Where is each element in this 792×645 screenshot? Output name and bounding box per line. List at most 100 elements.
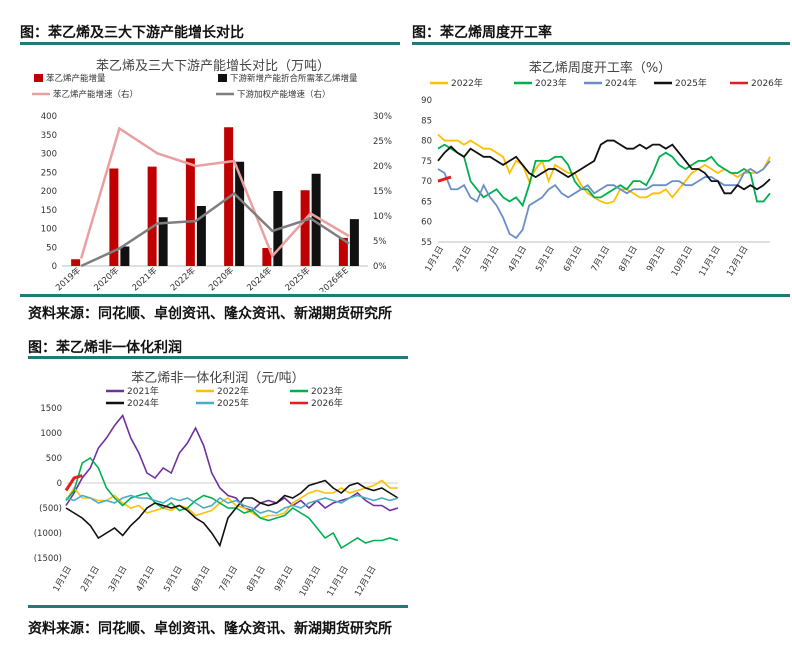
capacity-chart-panel: 苯乙烯及三大下游产能增长对比（万吨） 苯乙烯产能增量 下游新增产能折合所需苯乙烯增量…: [28, 48, 398, 297]
x-tick-label: 4月1日: [135, 565, 158, 594]
x-tick-label: 10月1日: [298, 565, 323, 599]
y2-tick-label: 5%: [373, 237, 387, 247]
series-line: [437, 175, 452, 183]
x-tick-label: 12月1日: [353, 565, 378, 599]
x-tick-label: 10月1日: [670, 245, 695, 279]
x-tick-label: 8月1日: [245, 565, 268, 594]
series-line: [65, 456, 399, 550]
operating-rate-chart: 苯乙烯周度开工率（%） 2022年 2023年 2024年 2025年 2026年 55 60…: [421, 60, 783, 279]
y-tick-label: 60: [421, 218, 432, 228]
bar: [196, 206, 206, 266]
x-tick-label: 8月1日: [617, 245, 640, 274]
legend-label: 2025年: [217, 397, 249, 409]
rule-capacity: [20, 42, 400, 45]
x-tick-label: 2019年: [53, 265, 83, 292]
series-line: [437, 133, 771, 205]
x-tick-label: 11月1日: [698, 245, 723, 279]
series-line: [437, 139, 771, 195]
y-tick-label: 50: [46, 243, 57, 253]
bar: [311, 173, 321, 266]
legend-label: 下游新增产能折合所需苯乙烯增量: [230, 73, 358, 84]
bar: [300, 190, 310, 266]
source-note-2: 资料来源：同花顺、卓创资讯、隆众资讯、新湖期货研究所: [28, 621, 392, 637]
rule-operating-rate: [412, 42, 790, 45]
y-tick-label: 1000: [40, 429, 62, 439]
x-tick-label: 2024年: [245, 265, 275, 292]
series-line: [65, 479, 399, 548]
y-tick-label: 250: [41, 168, 57, 178]
x-tick-label: 1月1日: [424, 245, 447, 274]
x-tick-label: 2026年E: [317, 265, 351, 292]
legend-label: 2026年: [311, 397, 343, 409]
x-tick-label: 11月1日: [326, 565, 351, 599]
y-tick-label: 75: [421, 157, 432, 167]
legend-label: 2024年: [605, 77, 637, 89]
bar: [71, 259, 81, 266]
legend-label: 2023年: [311, 385, 343, 397]
y-tick-label: 0: [57, 479, 62, 489]
legend-swatch: [34, 74, 43, 82]
legend-label: 2025年: [675, 77, 707, 89]
legend-label: 2021年: [127, 385, 159, 397]
y-tick-label: (500): [39, 504, 62, 514]
x-tick-label: 2022年: [168, 265, 198, 292]
x-tick-label: 5月1日: [162, 565, 185, 594]
x-tick-label: 7月1日: [590, 245, 613, 274]
x-tick-label: 6月1日: [562, 245, 585, 274]
x-tick-label: 12月1日: [725, 245, 750, 279]
x-tick-label: 4月1日: [507, 245, 530, 274]
bar: [338, 237, 348, 266]
x-tick-label: 2025年: [283, 265, 313, 292]
y-tick-label: 65: [421, 197, 432, 207]
bar: [235, 161, 245, 266]
series-line: [65, 494, 399, 514]
operating-rate-chart-panel: 苯乙烯周度开工率（%） 2022年 2023年 2024年 2025年 2026年 55 60…: [410, 48, 790, 292]
y-tick-label: 85: [421, 116, 432, 126]
legend-label: 苯乙烯产能增量: [46, 73, 106, 84]
y-tick-label: 200: [41, 187, 57, 197]
chart-title: 苯乙烯周度开工率（%）: [529, 60, 671, 76]
y-tick-label: 300: [41, 150, 57, 160]
profit-chart: 苯乙烯非一体化利润（元/吨）2021年 2022年 2023年 2024年 2025年 2…: [34, 371, 399, 599]
y2-tick-label: 0%: [373, 262, 387, 272]
caption-capacity-chart: 图：苯乙烯及三大下游产能增长对比: [20, 25, 244, 41]
legend-label: 2022年: [451, 77, 483, 89]
x-tick-label: 5月1日: [534, 245, 557, 274]
y-tick-label: 150: [41, 206, 57, 216]
profit-chart-panel: 苯乙烯非一体化利润（元/吨） 2021年 2022年 2023年 2024年 2025年 2…: [28, 360, 408, 602]
x-tick-label: 9月1日: [645, 245, 668, 274]
y-tick-label: (1500): [34, 554, 62, 564]
legend-label: 2022年: [217, 385, 249, 397]
rule-profit: [28, 356, 408, 359]
y-tick-label: 0: [52, 262, 57, 272]
y-tick-label: 1500: [40, 404, 62, 414]
series-line: [437, 160, 771, 240]
series-line: [80, 191, 350, 268]
series-line: [64, 474, 83, 492]
bar: [262, 248, 272, 266]
caption-profit-chart: 图：苯乙烯非一体化利润: [28, 340, 182, 356]
y-tick-label: 80: [421, 137, 432, 147]
y-tick-label: 500: [46, 454, 62, 464]
legend-label: 2024年: [127, 397, 159, 409]
x-tick-label: 2月1日: [79, 565, 102, 594]
legend-label: 苯乙烯产能增速（右）: [53, 89, 138, 100]
x-tick-label: 2020年: [206, 265, 236, 292]
x-tick-label: 9月1日: [273, 565, 296, 594]
series-line: [65, 413, 399, 512]
source-note-1: 资料来源：同花顺、卓创资讯、隆众资讯、新湖期货研究所: [28, 306, 392, 322]
rule-source-2: [28, 605, 408, 608]
caption-operating-rate-chart: 图：苯乙烯周度开工率: [412, 25, 552, 41]
y2-tick-label: 15%: [373, 187, 392, 197]
y-tick-label: 70: [421, 177, 432, 187]
chart-title: 苯乙烯及三大下游产能增长对比（万吨）: [96, 59, 330, 74]
y-tick-label: 100: [41, 225, 57, 235]
x-tick-label: 2月1日: [451, 245, 474, 274]
y2-tick-label: 10%: [373, 212, 392, 222]
legend-label: 2023年: [535, 77, 567, 89]
capacity-chart: 苯乙烯及三大下游产能增长对比（万吨）苯乙烯产能增量 下游新增产能折合所需苯乙烯增量…: [32, 59, 392, 297]
y-tick-label: 55: [421, 238, 432, 248]
x-tick-label: 7月1日: [218, 565, 241, 594]
bar: [120, 246, 130, 266]
legend-swatch: [218, 74, 227, 82]
